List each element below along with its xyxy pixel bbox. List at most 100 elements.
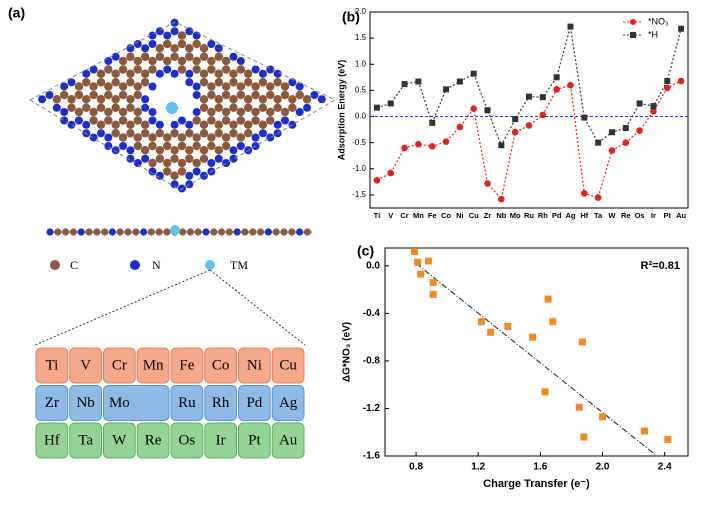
c-atom [251,90,260,100]
c-atom [199,95,209,104]
tm-atom [166,102,178,114]
c-atom [118,90,128,100]
x-tick-label: Rh [538,211,548,220]
c-atom [229,69,238,78]
point [526,93,532,100]
point [650,108,657,115]
xlabel: Charge Transfer (e⁻) [483,478,590,490]
c-atom [207,82,216,91]
n-atom [140,228,148,236]
n-atom [38,95,47,104]
c-atom [192,133,201,142]
c-atom [52,95,62,104]
c-atom [104,90,113,100]
n-atom [192,167,201,176]
point [622,139,630,146]
point [429,290,437,298]
legend-tm [205,260,215,270]
n-atom [141,103,150,112]
c-atom [249,228,257,236]
c-atom [236,133,246,142]
point [487,328,495,336]
c-atom [163,133,172,142]
element-cell [69,385,102,421]
y-tick-label: -1.0 [352,164,366,173]
c-atom [177,167,187,176]
x-tick-label: Mo [510,211,521,220]
point [414,258,422,266]
n-atom [317,95,326,104]
n-atom [177,116,186,125]
c-atom [155,146,165,155]
element-cell [103,385,170,421]
x-tick-label: Ta [594,211,603,220]
point [429,278,437,286]
c-atom [199,78,209,87]
n-atom [296,228,304,236]
point [443,86,450,93]
x-tick-label: Cu [469,211,479,220]
x-tick-label: Ti [374,211,381,220]
element-label: W [112,432,127,448]
c-atom [133,90,142,100]
c-atom [221,90,231,100]
c-atom [111,78,120,87]
c-atom [214,69,223,78]
c-atom [251,107,260,117]
n-atom [295,108,304,116]
point [529,333,537,341]
y-tick-label: 2.0 [355,7,367,16]
point [429,119,436,126]
c-atom [140,146,150,155]
c-atom [221,65,231,74]
charts: (b) Adsorption Energy (eV) -1.5 -1.0 -0.5 0.0… [336,7,689,490]
n-atom [258,129,267,138]
c-atom [258,103,268,112]
side-view [46,225,312,236]
c-atom [177,141,187,151]
n-atom [52,103,61,112]
c-atom [170,129,179,138]
point [498,195,505,203]
c-atom [177,56,187,66]
point [504,322,512,330]
c-atom [67,103,76,112]
element-label: Cr [112,357,127,373]
point [567,23,574,30]
c-atom [199,103,209,112]
element-label: Ni [247,357,262,373]
c-atom [69,228,77,236]
c-atom [199,44,209,53]
x-tick-label: Ru [524,211,534,220]
c-atom [214,52,223,61]
legend-marker [630,32,636,38]
c-atom [177,39,187,49]
x-tick-label: Pt [664,211,672,220]
c-atom [207,116,216,125]
point [595,139,602,146]
c-atom [163,167,172,176]
n-atom [310,91,319,99]
y-tick-label: 1.0 [355,59,367,68]
c-atom [89,116,98,125]
point [544,295,552,303]
n-atom [46,228,54,236]
c-atom [133,141,142,151]
x-tick-label: Au [676,211,686,220]
element-label: Ti [45,357,58,373]
c-atom [126,129,135,138]
point [442,138,450,145]
n-atom [148,167,157,176]
x-tick-label: Ag [565,211,575,220]
n-atom [303,103,312,112]
c-atom [132,228,140,236]
c-atom [126,120,135,129]
c-atom [241,228,249,236]
x-tick-label: Ir [651,211,656,220]
c-atom [96,95,106,104]
element-cell [271,422,305,459]
point [608,129,615,136]
n-atom [141,95,150,104]
c-atom [163,228,171,236]
